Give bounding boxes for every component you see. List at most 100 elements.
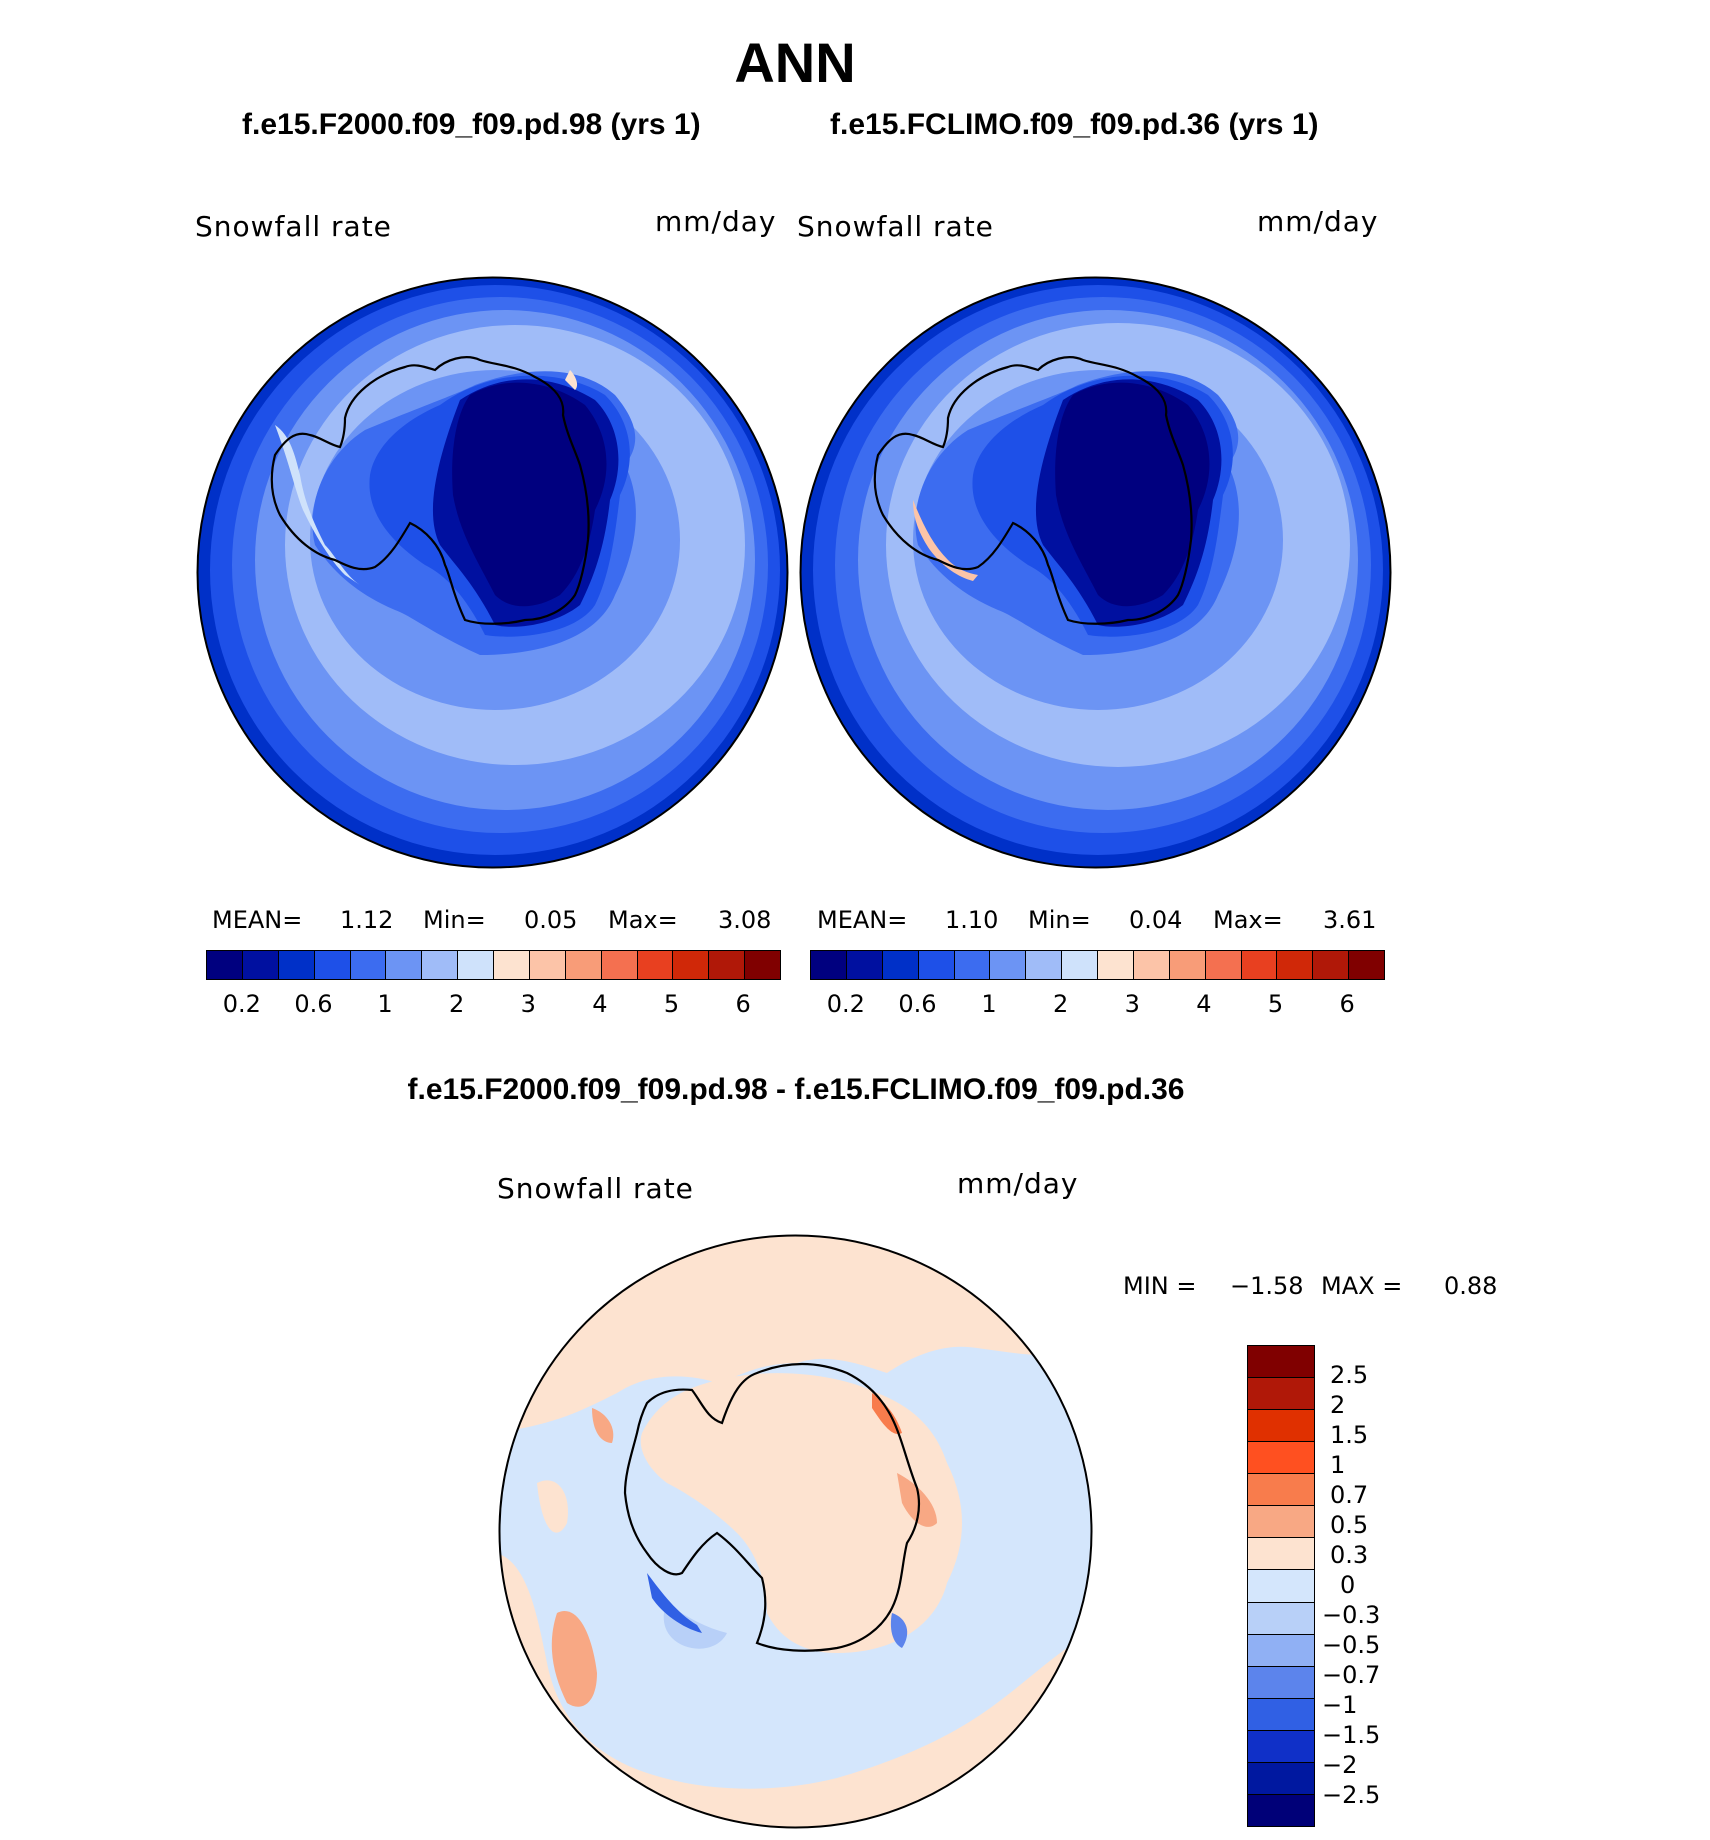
diff-variable: Snowfall rate bbox=[497, 1172, 694, 1205]
panel-2-variable: Snowfall rate bbox=[797, 210, 994, 243]
panel-1-map bbox=[196, 276, 789, 869]
diff-colorbar-tick-label: 0.3 bbox=[1330, 1541, 1369, 1569]
colorbar-swatch bbox=[882, 951, 919, 979]
diff-title: f.e15.F2000.f09_f09.pd.98 - f.e15.FCLIMO… bbox=[407, 1073, 1185, 1106]
colorbar-swatch bbox=[386, 951, 423, 979]
panel-1-colorbar bbox=[206, 950, 781, 980]
colorbar-swatch bbox=[846, 951, 883, 979]
panel-1-min-value: 0.05 bbox=[524, 906, 578, 934]
colorbar-swatch bbox=[709, 951, 746, 979]
diff-colorbar-swatch bbox=[1248, 1794, 1314, 1826]
diff-colorbar-tick-label: −1.5 bbox=[1322, 1721, 1381, 1749]
diff-colorbar-swatch bbox=[1248, 1474, 1314, 1507]
panel-2-case-title: f.e15.FCLIMO.f09_f09.pd.36 (yrs 1) bbox=[830, 108, 1319, 141]
colorbar-swatch bbox=[1133, 951, 1170, 979]
diff-colorbar-tick-label: 2 bbox=[1330, 1391, 1346, 1419]
diff-colorbar-tick-label: −0.5 bbox=[1322, 1631, 1381, 1659]
colorbar-swatch bbox=[314, 951, 351, 979]
colorbar-swatch bbox=[1241, 951, 1278, 979]
diff-colorbar-tick-label: 0.5 bbox=[1330, 1511, 1369, 1539]
diff-max-value: 0.88 bbox=[1444, 1272, 1498, 1300]
colorbar-tick-label: 6 bbox=[1339, 990, 1355, 1018]
diff-colorbar-ticks: 2.5 2 1.5 1 0.7 0.5 0.3 0 −0.3 −0.5 −0.7 −1 −1.5 −2 −2… bbox=[1322, 1345, 1422, 1825]
colorbar-tick-label: 5 bbox=[663, 990, 680, 1018]
diff-colorbar-tick-label: 2.5 bbox=[1330, 1361, 1369, 1389]
colorbar-swatch bbox=[422, 951, 459, 979]
colorbar-swatch bbox=[494, 951, 530, 979]
diff-colorbar-tick-label: −2 bbox=[1322, 1751, 1358, 1779]
colorbar-swatch bbox=[673, 951, 710, 979]
colorbar-tick-label: 3 bbox=[1124, 990, 1140, 1018]
page-title: ANN bbox=[734, 31, 856, 94]
colorbar-swatch bbox=[601, 951, 638, 979]
panel-1-mean-value: 1.12 bbox=[340, 906, 394, 934]
colorbar-swatch bbox=[458, 951, 494, 979]
panel-1-mean-label: MEAN= bbox=[212, 906, 303, 934]
colorbar-swatch bbox=[1098, 951, 1134, 979]
colorbar-swatch bbox=[1277, 951, 1314, 979]
diff-colorbar-swatch bbox=[1248, 1410, 1314, 1443]
colorbar-swatch bbox=[1169, 951, 1206, 979]
panel-1-variable: Snowfall rate bbox=[195, 210, 392, 243]
diff-colorbar-swatch bbox=[1248, 1442, 1314, 1475]
panel-2-mean-value: 1.10 bbox=[945, 906, 999, 934]
colorbar-swatch bbox=[811, 951, 847, 979]
panel-1-colorbar-ticks: 0.2 0.6 1 2 3 4 5 6 bbox=[206, 990, 779, 1020]
colorbar-tick-label: 0.2 bbox=[222, 990, 261, 1018]
diff-colorbar-tick-label: 1.5 bbox=[1330, 1421, 1369, 1449]
diff-colorbar-swatch bbox=[1248, 1730, 1314, 1763]
panel-2-min-value: 0.04 bbox=[1129, 906, 1183, 934]
colorbar-swatch bbox=[745, 951, 780, 979]
colorbar-swatch bbox=[637, 951, 674, 979]
panel-2-min-label: Min= bbox=[1028, 906, 1091, 934]
panel-1-max-value: 3.08 bbox=[718, 906, 772, 934]
diff-colorbar-swatch bbox=[1248, 1378, 1314, 1411]
diff-colorbar-tick-label: −2.5 bbox=[1322, 1781, 1381, 1809]
diff-max-label: MAX = bbox=[1321, 1272, 1403, 1300]
colorbar-swatch bbox=[990, 951, 1027, 979]
diff-colorbar-swatch bbox=[1248, 1634, 1314, 1667]
panel-2-map bbox=[799, 276, 1392, 869]
diff-colorbar-tick-label: 0 bbox=[1340, 1571, 1356, 1599]
diff-units: mm/day bbox=[957, 1167, 1079, 1200]
colorbar-swatch bbox=[1026, 951, 1063, 979]
panel-2-colorbar-ticks: 0.2 0.6 1 2 3 4 5 6 bbox=[810, 990, 1383, 1020]
colorbar-tick-label: 1 bbox=[377, 990, 393, 1018]
colorbar-tick-label: 4 bbox=[592, 990, 608, 1018]
diff-colorbar-swatch bbox=[1248, 1666, 1314, 1699]
colorbar-tick-label: 3 bbox=[520, 990, 536, 1018]
diff-min-label: MIN = bbox=[1123, 1272, 1197, 1300]
colorbar-tick-label: 2 bbox=[449, 990, 465, 1018]
panel-2-max-value: 3.61 bbox=[1323, 906, 1377, 934]
colorbar-swatch bbox=[1313, 951, 1350, 979]
diff-colorbar-swatch bbox=[1248, 1602, 1314, 1635]
diff-colorbar-tick-label: 0.7 bbox=[1330, 1481, 1369, 1509]
colorbar-tick-label: 0.6 bbox=[898, 990, 937, 1018]
colorbar-swatch bbox=[207, 951, 243, 979]
colorbar-swatch bbox=[918, 951, 955, 979]
panel-1-min-label: Min= bbox=[423, 906, 486, 934]
colorbar-swatch bbox=[565, 951, 602, 979]
diff-colorbar-tick-label: 1 bbox=[1330, 1451, 1346, 1479]
diff-map bbox=[498, 1234, 1093, 1829]
colorbar-tick-label: 1 bbox=[981, 990, 997, 1018]
colorbar-swatch bbox=[1062, 951, 1098, 979]
diff-colorbar-swatch bbox=[1248, 1570, 1314, 1603]
diff-colorbar-swatch bbox=[1248, 1506, 1314, 1539]
colorbar-tick-label: 6 bbox=[735, 990, 751, 1018]
diff-colorbar bbox=[1247, 1345, 1315, 1827]
diff-colorbar-swatch bbox=[1248, 1346, 1314, 1379]
colorbar-swatch bbox=[529, 951, 566, 979]
panel-2-max-label: Max= bbox=[1213, 906, 1283, 934]
diff-colorbar-tick-label: −1 bbox=[1322, 1691, 1358, 1719]
colorbar-tick-label: 5 bbox=[1267, 990, 1284, 1018]
diff-colorbar-swatch bbox=[1248, 1698, 1314, 1731]
panel-1-max-label: Max= bbox=[608, 906, 678, 934]
colorbar-tick-label: 4 bbox=[1196, 990, 1212, 1018]
diff-colorbar-swatch bbox=[1248, 1538, 1314, 1571]
panel-2-units: mm/day bbox=[1257, 205, 1379, 238]
panel-1-case-title: f.e15.F2000.f09_f09.pd.98 (yrs 1) bbox=[242, 108, 701, 141]
colorbar-swatch bbox=[278, 951, 315, 979]
colorbar-swatch bbox=[954, 951, 991, 979]
diff-min-value: −1.58 bbox=[1230, 1272, 1304, 1300]
